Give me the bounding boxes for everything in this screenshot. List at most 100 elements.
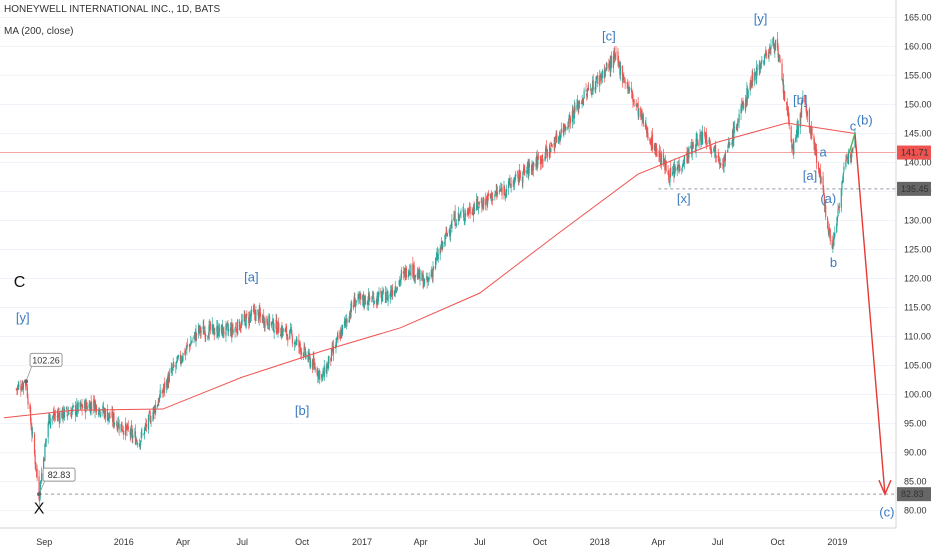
- candle-body: [403, 271, 405, 274]
- candle-body: [670, 167, 672, 176]
- candle-body: [134, 432, 136, 434]
- candle-body: [750, 84, 753, 88]
- candle-body: [731, 143, 733, 145]
- candle-body: [15, 388, 17, 390]
- candle-body: [143, 427, 146, 435]
- candle-body: [810, 126, 812, 137]
- candle-body: [586, 89, 588, 98]
- candle-body: [588, 88, 590, 90]
- candle-body: [175, 361, 178, 364]
- candle-body: [284, 329, 286, 332]
- candle-body: [427, 278, 429, 282]
- callout-pointer: [38, 480, 46, 495]
- candle-body: [841, 182, 843, 190]
- candle-body: [476, 198, 478, 210]
- candle-body: [332, 347, 334, 353]
- candle-body: [746, 87, 748, 102]
- candle-body: [48, 414, 50, 423]
- candle-body: [514, 176, 516, 182]
- candle-body: [126, 426, 128, 431]
- candle-body: [655, 144, 657, 153]
- candle-body: [664, 161, 667, 169]
- candle-body: [802, 95, 804, 103]
- candle-body: [368, 292, 370, 300]
- candle-body: [695, 138, 697, 151]
- candle-body: [732, 128, 734, 141]
- candle-body: [605, 67, 607, 69]
- candle-body: [490, 196, 492, 198]
- candle-body: [756, 66, 758, 79]
- candle-body: [102, 405, 104, 412]
- candle-body: [535, 163, 537, 167]
- x-tick-label: Oct: [295, 537, 310, 547]
- candle-body: [131, 429, 133, 438]
- candle-body: [463, 217, 465, 220]
- candle-body: [268, 315, 271, 327]
- candle-body: [572, 109, 574, 114]
- candle-body: [505, 191, 507, 197]
- wave-label: [a]: [803, 168, 817, 183]
- candle-body: [364, 296, 366, 306]
- candle-body: [168, 373, 170, 383]
- candle-body: [408, 270, 411, 272]
- candle-body: [144, 425, 146, 427]
- candle-body: [626, 82, 628, 84]
- candle-body: [95, 404, 97, 405]
- y-tick-label: 95.00: [904, 419, 927, 429]
- candle-body: [286, 334, 288, 336]
- candle-body: [491, 192, 493, 199]
- candle-body: [403, 270, 405, 274]
- candle-body: [417, 273, 419, 279]
- candle-body: [90, 401, 92, 405]
- candle-body: [674, 165, 676, 176]
- candle-body: [599, 75, 601, 86]
- candle-body: [29, 405, 31, 409]
- candle-body: [641, 110, 643, 120]
- candle-body: [317, 373, 319, 377]
- candle-body: [444, 233, 446, 240]
- candle-body: [136, 439, 138, 441]
- candle-body: [791, 145, 794, 150]
- candle-body: [186, 344, 189, 346]
- candle-body: [805, 102, 807, 112]
- candle-body: [366, 303, 368, 304]
- candle-body: [667, 171, 669, 175]
- candle-body: [638, 108, 640, 117]
- candle-body: [153, 406, 155, 410]
- candle-body: [817, 162, 820, 169]
- candle-body: [836, 216, 838, 222]
- candle-body: [139, 444, 141, 446]
- candle-body: [239, 328, 241, 330]
- candle-body: [334, 347, 336, 349]
- candle-body: [668, 180, 670, 183]
- price-levels: [0, 152, 896, 495]
- candle-body: [328, 355, 330, 364]
- candle-body: [285, 328, 287, 330]
- candle-body: [827, 217, 829, 229]
- candle-body: [494, 192, 497, 194]
- candle-body: [104, 409, 107, 418]
- candle-body: [399, 279, 402, 283]
- candle-body: [391, 292, 393, 296]
- candle-body: [82, 407, 84, 409]
- candle-body: [229, 327, 232, 331]
- candle-body: [439, 248, 441, 255]
- ma-200-line: [3, 122, 856, 419]
- candle-body: [705, 132, 707, 140]
- wave-label: [y]: [754, 11, 768, 26]
- candle-body: [218, 327, 221, 332]
- candle-body: [150, 421, 152, 423]
- candle-body: [254, 312, 256, 320]
- candle-body: [432, 268, 434, 278]
- candle-body: [840, 189, 842, 208]
- candle-body: [216, 326, 218, 332]
- candle-body: [30, 422, 32, 430]
- candle-body: [545, 147, 547, 158]
- candle-body: [20, 386, 22, 390]
- candle-body: [372, 296, 374, 298]
- candle-body: [179, 354, 181, 362]
- candle-body: [364, 296, 366, 305]
- x-tick-label: Apr: [651, 537, 665, 547]
- candle-body: [660, 162, 662, 165]
